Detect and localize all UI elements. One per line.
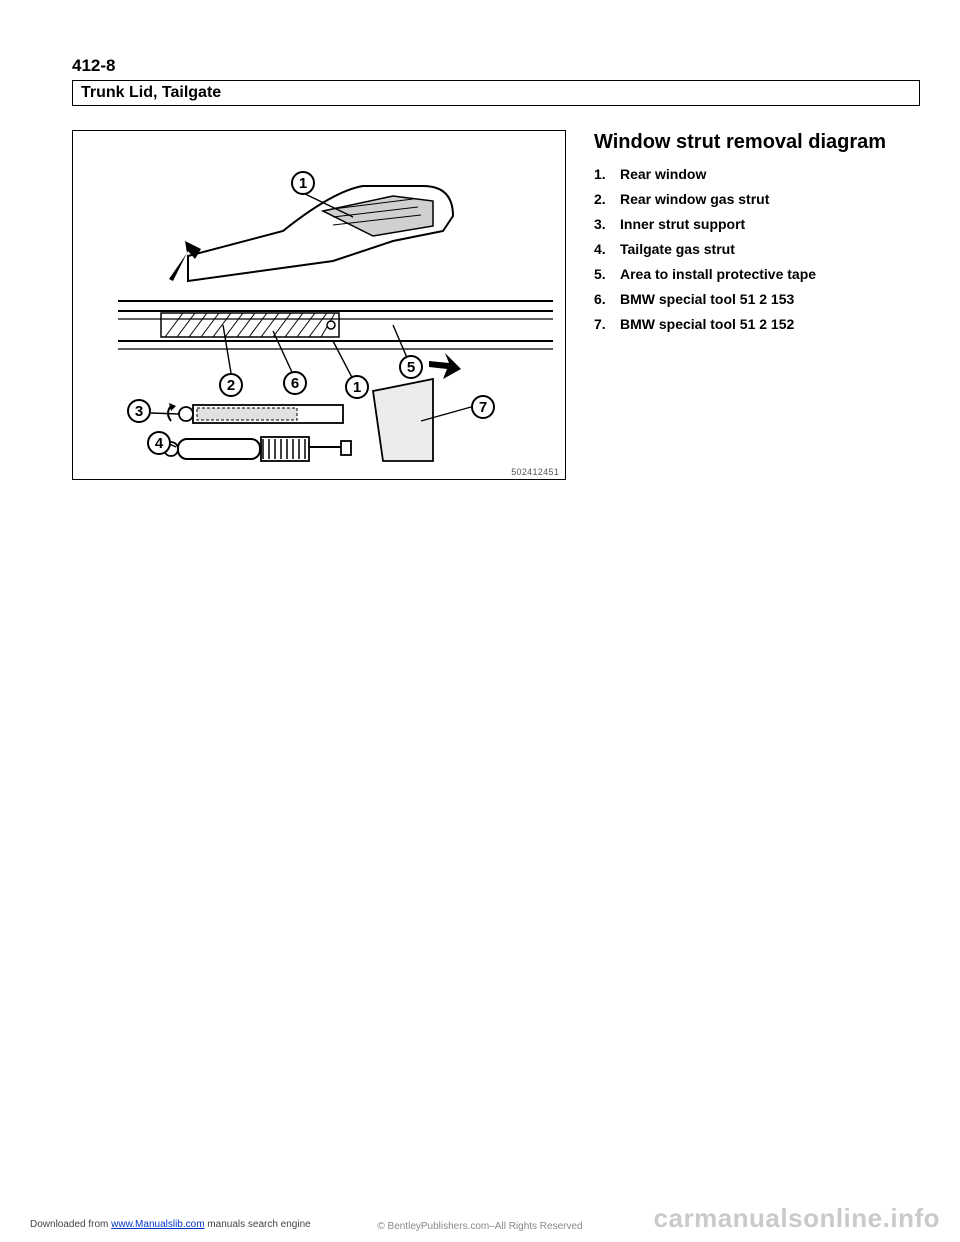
download-link[interactable]: www.Manualslib.com <box>111 1219 204 1230</box>
copyright-text: © BentleyPublishers.com–All Rights Reser… <box>377 1221 582 1232</box>
legend-num: 1. <box>594 166 608 182</box>
legend-num: 6. <box>594 291 608 307</box>
download-prefix: Downloaded from <box>30 1219 111 1230</box>
callout-1b: 1 <box>345 375 369 399</box>
legend-label: Tailgate gas strut <box>620 241 735 257</box>
legend-item: 5. Area to install protective tape <box>594 266 920 282</box>
callout-1a: 1 <box>291 171 315 195</box>
watermark: carmanualsonline.info <box>654 1203 940 1234</box>
download-suffix: manuals search engine <box>205 1219 311 1230</box>
page-number: 412-8 <box>72 56 920 76</box>
legend-item: 1. Rear window <box>594 166 920 182</box>
legend-item: 6. BMW special tool 51 2 153 <box>594 291 920 307</box>
legend-num: 4. <box>594 241 608 257</box>
legend-num: 7. <box>594 316 608 332</box>
legend-label: BMW special tool 51 2 152 <box>620 316 794 332</box>
legend-num: 2. <box>594 191 608 207</box>
diagram-illustration: 1 2 3 4 5 6 1 7 502412451 <box>72 130 566 480</box>
legend-label: Rear window <box>620 166 706 182</box>
legend-label: Rear window gas strut <box>620 191 769 207</box>
callout-6: 6 <box>283 371 307 395</box>
legend-item: 7. BMW special tool 51 2 152 <box>594 316 920 332</box>
legend-num: 3. <box>594 216 608 232</box>
strut-diagram-svg <box>73 131 566 480</box>
legend-item: 3. Inner strut support <box>594 216 920 232</box>
legend-label: BMW special tool 51 2 153 <box>620 291 794 307</box>
legend-list: 1. Rear window 2. Rear window gas strut 3.… <box>594 166 920 332</box>
legend-num: 5. <box>594 266 608 282</box>
content-row: 1 2 3 4 5 6 1 7 502412451 Window strut r… <box>72 130 920 480</box>
callout-5: 5 <box>399 355 423 379</box>
legend-label: Inner strut support <box>620 216 745 232</box>
callout-7: 7 <box>471 395 495 419</box>
callout-3: 3 <box>127 399 151 423</box>
callout-2: 2 <box>219 373 243 397</box>
callout-4: 4 <box>147 431 171 455</box>
legend-item: 4. Tailgate gas strut <box>594 241 920 257</box>
download-note: Downloaded from www.Manualslib.com manua… <box>30 1219 311 1230</box>
section-header: Trunk Lid, Tailgate <box>72 80 920 106</box>
diagram-code: 502412451 <box>511 467 559 477</box>
legend-column: Window strut removal diagram 1. Rear wind… <box>594 130 920 341</box>
legend-label: Area to install protective tape <box>620 266 816 282</box>
diagram-title: Window strut removal diagram <box>594 130 920 154</box>
legend-item: 2. Rear window gas strut <box>594 191 920 207</box>
